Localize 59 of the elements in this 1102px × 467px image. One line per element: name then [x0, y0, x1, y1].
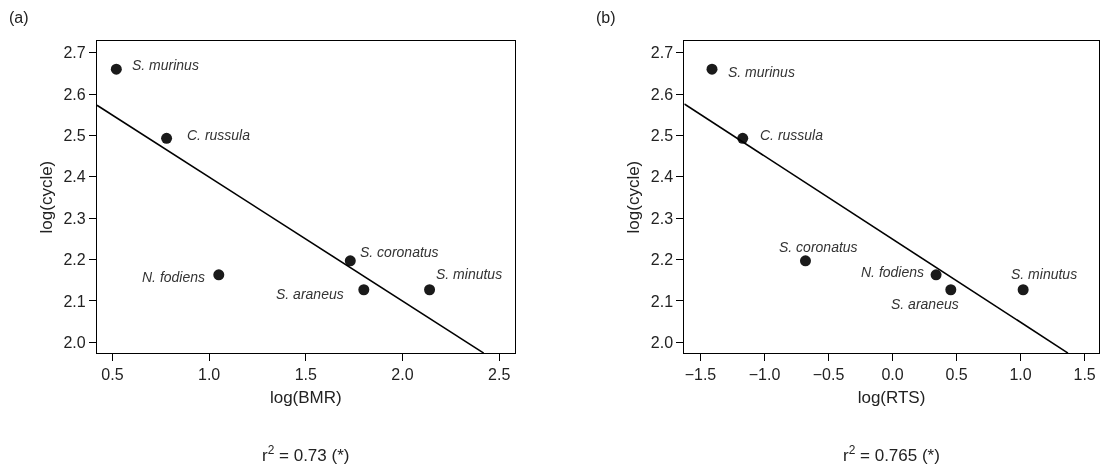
x-axis-title: log(RTS) [857, 387, 926, 407]
x-axis-title: log(BMR) [269, 387, 342, 407]
point [930, 269, 942, 281]
y-tick-label: 2.7 [63, 44, 86, 62]
point [110, 63, 122, 75]
y-tick-label: 2.2 [63, 251, 86, 269]
x-tick-label: 2.5 [488, 366, 511, 384]
point [344, 255, 356, 267]
x-tick-label: 1.5 [1073, 366, 1096, 384]
x-tick-label: 1.5 [294, 366, 318, 384]
x-tick-label: 0.5 [945, 366, 968, 384]
y-tick-label: 2.0 [650, 333, 674, 351]
x-tick-label: −1.0 [748, 366, 781, 384]
point [799, 255, 811, 267]
point [424, 284, 436, 296]
annotation: S. minutus [436, 266, 503, 282]
point [706, 63, 718, 75]
point [358, 284, 370, 296]
y-tick-label: 2.1 [650, 292, 674, 310]
annotation: C. russula [187, 127, 251, 143]
y-tick-label: 2.3 [650, 209, 674, 227]
y-tick-label: 2.5 [650, 127, 674, 145]
x-tick-label: 0.0 [881, 366, 904, 384]
x-tick-label: −1.5 [684, 366, 717, 384]
y-tick-label: 2.6 [650, 85, 674, 103]
point [1017, 284, 1029, 296]
y-tick-label: 2.5 [63, 127, 86, 145]
x-tick-label: 1.0 [198, 366, 221, 384]
x-tick-label: 1.0 [1009, 366, 1032, 384]
y-tick-label: 2.4 [650, 168, 674, 186]
annotation: S. minutus [1011, 266, 1078, 282]
annotation: C. russula [760, 127, 824, 143]
annotation: S. coronatus [779, 239, 858, 255]
annotation: S. coronatus [360, 244, 439, 260]
annotation: S. araneus [276, 286, 344, 302]
y-tick-label: 2.0 [63, 333, 86, 351]
x-tick-label: 2.0 [391, 366, 414, 384]
text: r$^{2}$ = 0.73 (*) [262, 443, 350, 466]
y-tick-label: 2.6 [63, 85, 86, 103]
text: r$^{2}$ = 0.765 (*) [843, 443, 940, 466]
y-tick-label: 2.3 [63, 209, 86, 227]
y-tick-label: 2.4 [63, 168, 86, 186]
chart-title: (a) [9, 9, 29, 26]
point [161, 132, 173, 144]
point [213, 269, 225, 281]
x-tick-label: −0.5 [812, 366, 845, 384]
y-axis-title: log(cycle) [624, 160, 644, 234]
annotation: S. murinus [728, 64, 795, 80]
annotation: N. fodiens [861, 264, 925, 280]
y-tick-label: 2.7 [650, 44, 674, 62]
annotation: N. fodiens [142, 269, 206, 285]
x-tick-label: 0.5 [101, 366, 124, 384]
annotation: S. araneus [891, 296, 959, 312]
point [945, 284, 957, 296]
annotation: S. murinus [132, 57, 199, 73]
y-axis-title: log(cycle) [36, 160, 56, 234]
chart-title: (b) [596, 9, 616, 26]
y-tick-label: 2.2 [650, 251, 674, 269]
y-tick-label: 2.1 [63, 292, 86, 310]
